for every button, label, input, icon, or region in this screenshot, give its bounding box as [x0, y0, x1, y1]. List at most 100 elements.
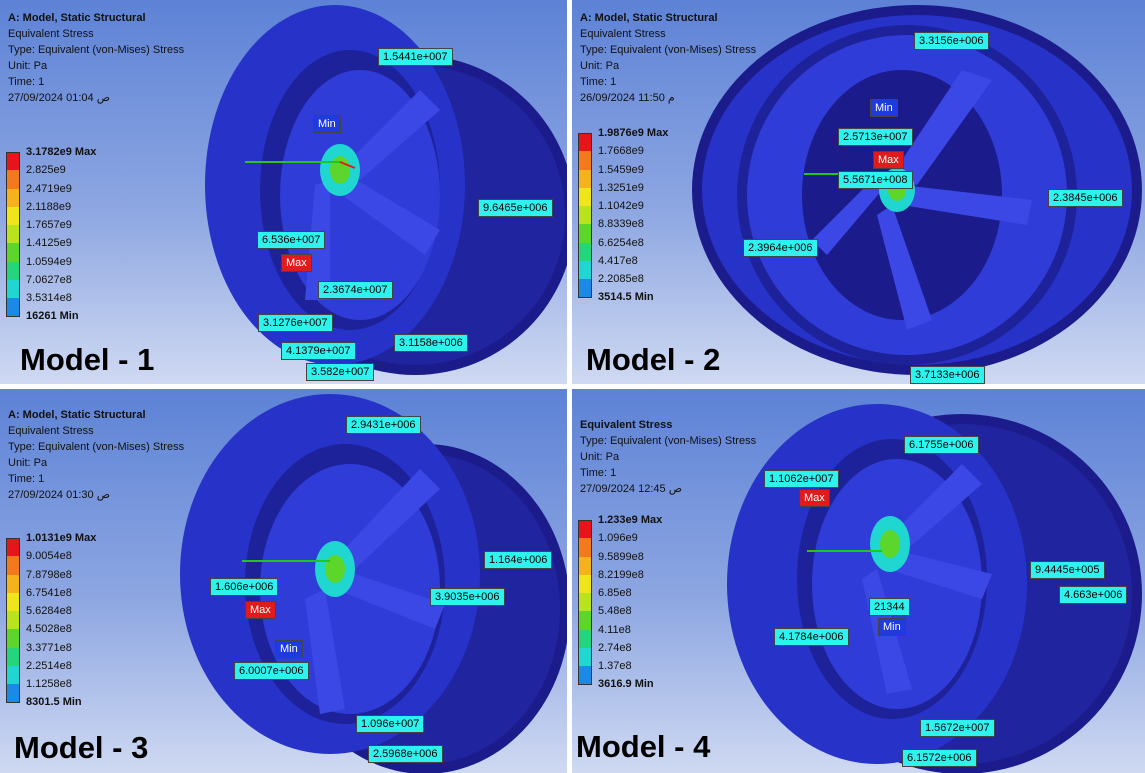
probe-callout[interactable]: 1.1062e+007: [764, 470, 839, 488]
model-label: Model - 1: [20, 342, 155, 377]
legend-row: 8.8339e8: [578, 218, 688, 243]
legend-swatch: [578, 666, 592, 685]
max-marker[interactable]: Max: [799, 489, 830, 507]
legend-row: 1.4125e9: [6, 237, 116, 262]
max-marker[interactable]: Max: [245, 601, 276, 619]
legend-row: 5.48e8: [578, 605, 688, 630]
legend-swatch: [578, 538, 592, 557]
legend-swatch: [6, 611, 20, 630]
wheel-render: [692, 5, 1142, 375]
info-line: Time: 1: [580, 76, 617, 88]
probe-callout[interactable]: 2.3674e+007: [318, 281, 393, 299]
legend-row: 1.1258e8 8301.5 Min: [6, 678, 116, 708]
legend-min-value: 3616.9 Min: [598, 678, 654, 691]
probe-callout[interactable]: 3.582e+007: [306, 363, 375, 381]
probe-callout[interactable]: 4.663e+006: [1059, 586, 1128, 604]
info-line: Time: 1: [8, 76, 45, 88]
probe-callout[interactable]: 3.1158e+006: [394, 334, 468, 352]
probe-callout[interactable]: 1.164e+006: [484, 551, 553, 569]
probe-callout[interactable]: 2.5968e+006: [368, 745, 443, 763]
probe-callout[interactable]: 2.3964e+006: [743, 239, 818, 257]
info-line: 26/09/2024 11:50 م: [580, 92, 675, 104]
legend-value: 7.8798e8: [26, 568, 72, 581]
min-marker[interactable]: Min: [870, 99, 898, 117]
probe-callout[interactable]: 2.9431e+006: [346, 416, 421, 434]
legend-row: 1.0594e9: [6, 256, 116, 281]
probe-callout[interactable]: 2.5713e+007: [838, 128, 913, 146]
legend-swatch: [6, 629, 20, 648]
legend-swatch: [6, 152, 20, 171]
legend-swatch: [6, 225, 20, 244]
probe-callout[interactable]: 9.6465e+006: [478, 199, 553, 217]
legend-swatch: [578, 261, 592, 280]
info-line: Equivalent Stress: [8, 425, 94, 437]
legend-row: 8.2199e8: [578, 569, 688, 594]
legend-value: 3.3771e8: [26, 641, 72, 654]
legend-row: 4.5028e8: [6, 623, 116, 648]
legend-row: 5.6284e8: [6, 605, 116, 630]
legend-swatch: [6, 206, 20, 226]
info-line: Type: Equivalent (von-Mises) Stress: [8, 441, 185, 453]
info-line: 27/09/2024 01:04 ص: [8, 92, 111, 104]
legend-row: 6.7541e8: [6, 587, 116, 612]
info-line: Type: Equivalent (von-Mises) Stress: [8, 44, 185, 56]
min-marker[interactable]: Min: [275, 640, 303, 658]
legend-swatch: [6, 298, 20, 317]
legend-swatch: [6, 170, 20, 189]
probe-callout[interactable]: 3.1276e+007: [258, 314, 333, 332]
probe-callout[interactable]: 6.1755e+006: [904, 436, 979, 454]
probe-callout[interactable]: 4.1784e+006: [774, 628, 849, 646]
model-label: Model - 2: [586, 342, 721, 377]
legend-swatch: [6, 574, 20, 593]
stress-info: A: Model, Static Structural Equivalent S…: [8, 10, 184, 106]
legend-swatch: [578, 611, 592, 630]
legend-value: 2.2514e8: [26, 660, 72, 673]
legend-row: 3.5314e8 16261 Min: [6, 292, 116, 322]
min-marker[interactable]: Min: [878, 618, 906, 636]
legend-value: 8.2199e8: [598, 568, 644, 581]
info-line: Equivalent Stress: [580, 419, 673, 431]
info-line: 27/09/2024 12:45 ص: [580, 483, 683, 495]
legend-row: 2.825e9: [6, 164, 116, 189]
min-marker[interactable]: Min: [313, 115, 341, 133]
legend-value: 5.48e8: [598, 605, 632, 618]
probe-callout[interactable]: 6.1572e+006: [902, 749, 977, 767]
max-marker[interactable]: Max: [281, 254, 312, 272]
legend-swatch: [6, 684, 20, 703]
probe-callout[interactable]: 1.5441e+007: [378, 48, 453, 66]
probe-callout[interactable]: 6.0007e+006: [234, 662, 309, 680]
probe-callout[interactable]: 1.5672e+007: [920, 719, 995, 737]
probe-callout[interactable]: 3.9035e+006: [430, 588, 505, 606]
probe-callout[interactable]: 5.5671e+008: [838, 171, 913, 189]
legend-row: 7.0627e8: [6, 274, 116, 299]
legend-row: 2.2514e8: [6, 660, 116, 685]
probe-callout[interactable]: 1.096e+007: [356, 715, 425, 733]
probe-callout[interactable]: 2.3845e+006: [1048, 189, 1123, 207]
max-marker[interactable]: Max: [873, 151, 904, 169]
legend-row: 1.37e8 3616.9 Min: [578, 660, 688, 690]
legend-row: 4.417e8: [578, 255, 688, 280]
info-line: Type: Equivalent (von-Mises) Stress: [580, 44, 757, 56]
probe-callout[interactable]: 4.1379e+007: [281, 342, 356, 360]
probe-callout[interactable]: 3.7133e+006: [910, 366, 985, 384]
legend-row: 3.1782e9 Max: [6, 146, 116, 171]
legend-row: 2.74e8: [578, 642, 688, 667]
probe-callout[interactable]: 6.536e+007: [257, 231, 326, 249]
panel-model-1: A: Model, Static Structural Equivalent S…: [0, 0, 567, 384]
legend-value: 6.6254e8: [598, 236, 644, 249]
probe-callout[interactable]: 1.606e+006: [210, 578, 279, 596]
legend-value: 4.417e8: [598, 255, 638, 268]
info-line: Unit: Pa: [580, 60, 620, 72]
model-label: Model - 4: [576, 729, 711, 764]
legend-value: 1.37e8: [598, 660, 632, 673]
legend-swatch: [6, 538, 20, 557]
probe-callout[interactable]: 21344: [869, 598, 910, 616]
legend-value: 1.7668e9: [598, 145, 644, 158]
legend-value: 1.7657e9: [26, 219, 72, 232]
probe-callout[interactable]: 3.3156e+006: [914, 32, 989, 50]
legend-value: 5.6284e8: [26, 605, 72, 618]
legend-swatch: [6, 592, 20, 612]
probe-callout[interactable]: 9.4445e+005: [1030, 561, 1105, 579]
stress-legend: 3.1782e9 Max 2.825e9 2.4719e9 2.1188e9 1…: [6, 146, 116, 322]
legend-value: 3.5314e8: [26, 292, 72, 305]
